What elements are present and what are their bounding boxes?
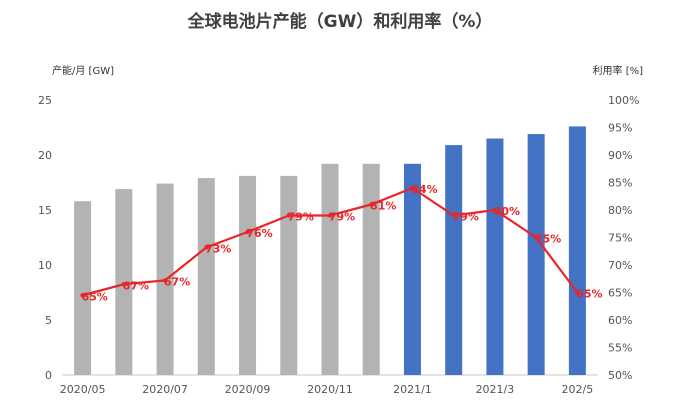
utilization-line-group [80, 185, 580, 298]
utilization-label: 67% [164, 275, 190, 288]
utilization-label: 80% [494, 205, 520, 218]
y-tick-label: 20 [38, 149, 52, 162]
utilization-point-2021/2 [451, 213, 456, 218]
y2-tick-label: 55% [608, 342, 632, 355]
y-tick-label: 5 [45, 314, 52, 327]
data-labels-group: 65% 67% 67% 73% 76% 79% 79% 81% 84% 79% 80% 75% 65% [81, 183, 602, 303]
utilization-label: 76% [246, 227, 272, 240]
y2-tick-label: 90% [608, 149, 632, 162]
x-tick-label: 2021/3 [476, 383, 515, 396]
bar-2020/08 [197, 178, 215, 375]
y-tick-label: 10 [38, 259, 52, 272]
utilization-point-2020/11 [327, 213, 333, 218]
bar-2020/12 [362, 163, 380, 375]
y2-tick-label: 60% [608, 314, 632, 327]
bar-2020/05 [74, 201, 92, 375]
utilization-point-2020/07 [162, 278, 168, 283]
y2-tick-label: 100% [608, 94, 639, 107]
y2-tick-label: 65% [608, 287, 632, 300]
utilization-label: 84% [411, 183, 437, 196]
x-tick-label: 2020/07 [142, 383, 188, 396]
y-tick-label: 0 [45, 369, 52, 382]
y-tick-label: 15 [38, 204, 52, 217]
bars-group [74, 126, 586, 376]
y2-tick-label: 85% [608, 177, 632, 190]
utilization-label: 73% [205, 242, 231, 255]
utilization-point-2021/5 [575, 290, 580, 295]
utilization-label: 75% [535, 233, 561, 246]
x-tick-label: 2020/05 [60, 383, 106, 396]
utilization-label: 67% [123, 279, 149, 292]
utilization-label: 81% [370, 200, 396, 213]
x-tick-label: 2021/1 [393, 383, 432, 396]
bar-2020/11 [321, 163, 339, 375]
utilization-label: 65% [81, 290, 107, 303]
y2-tick-label: 80% [608, 204, 632, 217]
bar-2020/06 [115, 189, 133, 375]
utilization-point-2020/06 [121, 282, 127, 287]
bar-2020/10 [280, 175, 298, 375]
bar-2021/1 [403, 163, 421, 375]
y2-tick-label: 70% [608, 259, 632, 272]
utilization-point-2020/08 [204, 245, 209, 250]
y-tick-label: 25 [38, 94, 52, 107]
y-axis-title: 产能/月 [GW] [52, 64, 114, 77]
left-y-ticks: 0 5 10 15 20 25 [38, 94, 52, 382]
x-tick-label: 2020/11 [307, 383, 353, 396]
bar-2021/2 [445, 145, 463, 375]
chart-title: 全球电池片产能（GW）和利用率（%） [187, 11, 493, 32]
utilization-point-2020/12 [369, 202, 374, 207]
utilization-label: 79% [288, 211, 314, 224]
right-y-ticks: 50% 55% 60% 65% 70% 75% 80% 85% 90% 95% 100% [608, 94, 639, 382]
y2-tick-label: 50% [608, 369, 632, 382]
y2-axis-title: 利用率 [%] [593, 64, 644, 77]
utilization-point-2020/05 [80, 293, 85, 298]
utilization-point-2020/10 [286, 213, 291, 218]
utilization-point-2021/4 [533, 235, 539, 240]
utilization-point-2020/09 [245, 229, 250, 235]
y2-tick-label: 95% [608, 122, 632, 135]
y2-tick-label: 75% [608, 232, 632, 245]
x-ticks: 2020/05 2020/07 2020/09 2020/11 2021/1 2021/3… [60, 383, 593, 396]
x-tick-label: 202/5 [562, 383, 594, 396]
bar-2021/4 [527, 134, 545, 375]
utilization-point-2021/1 [410, 185, 415, 191]
bar-2021/5 [568, 126, 586, 376]
bar-2020/09 [239, 175, 257, 375]
x-tick-label: 2020/09 [225, 383, 271, 396]
utilization-label: 79% [329, 211, 355, 224]
utilization-label: 79% [453, 211, 479, 224]
utilization-point-2021/3 [492, 207, 498, 213]
utilization-label: 65% [576, 288, 602, 301]
bar-2021/3 [486, 138, 504, 375]
